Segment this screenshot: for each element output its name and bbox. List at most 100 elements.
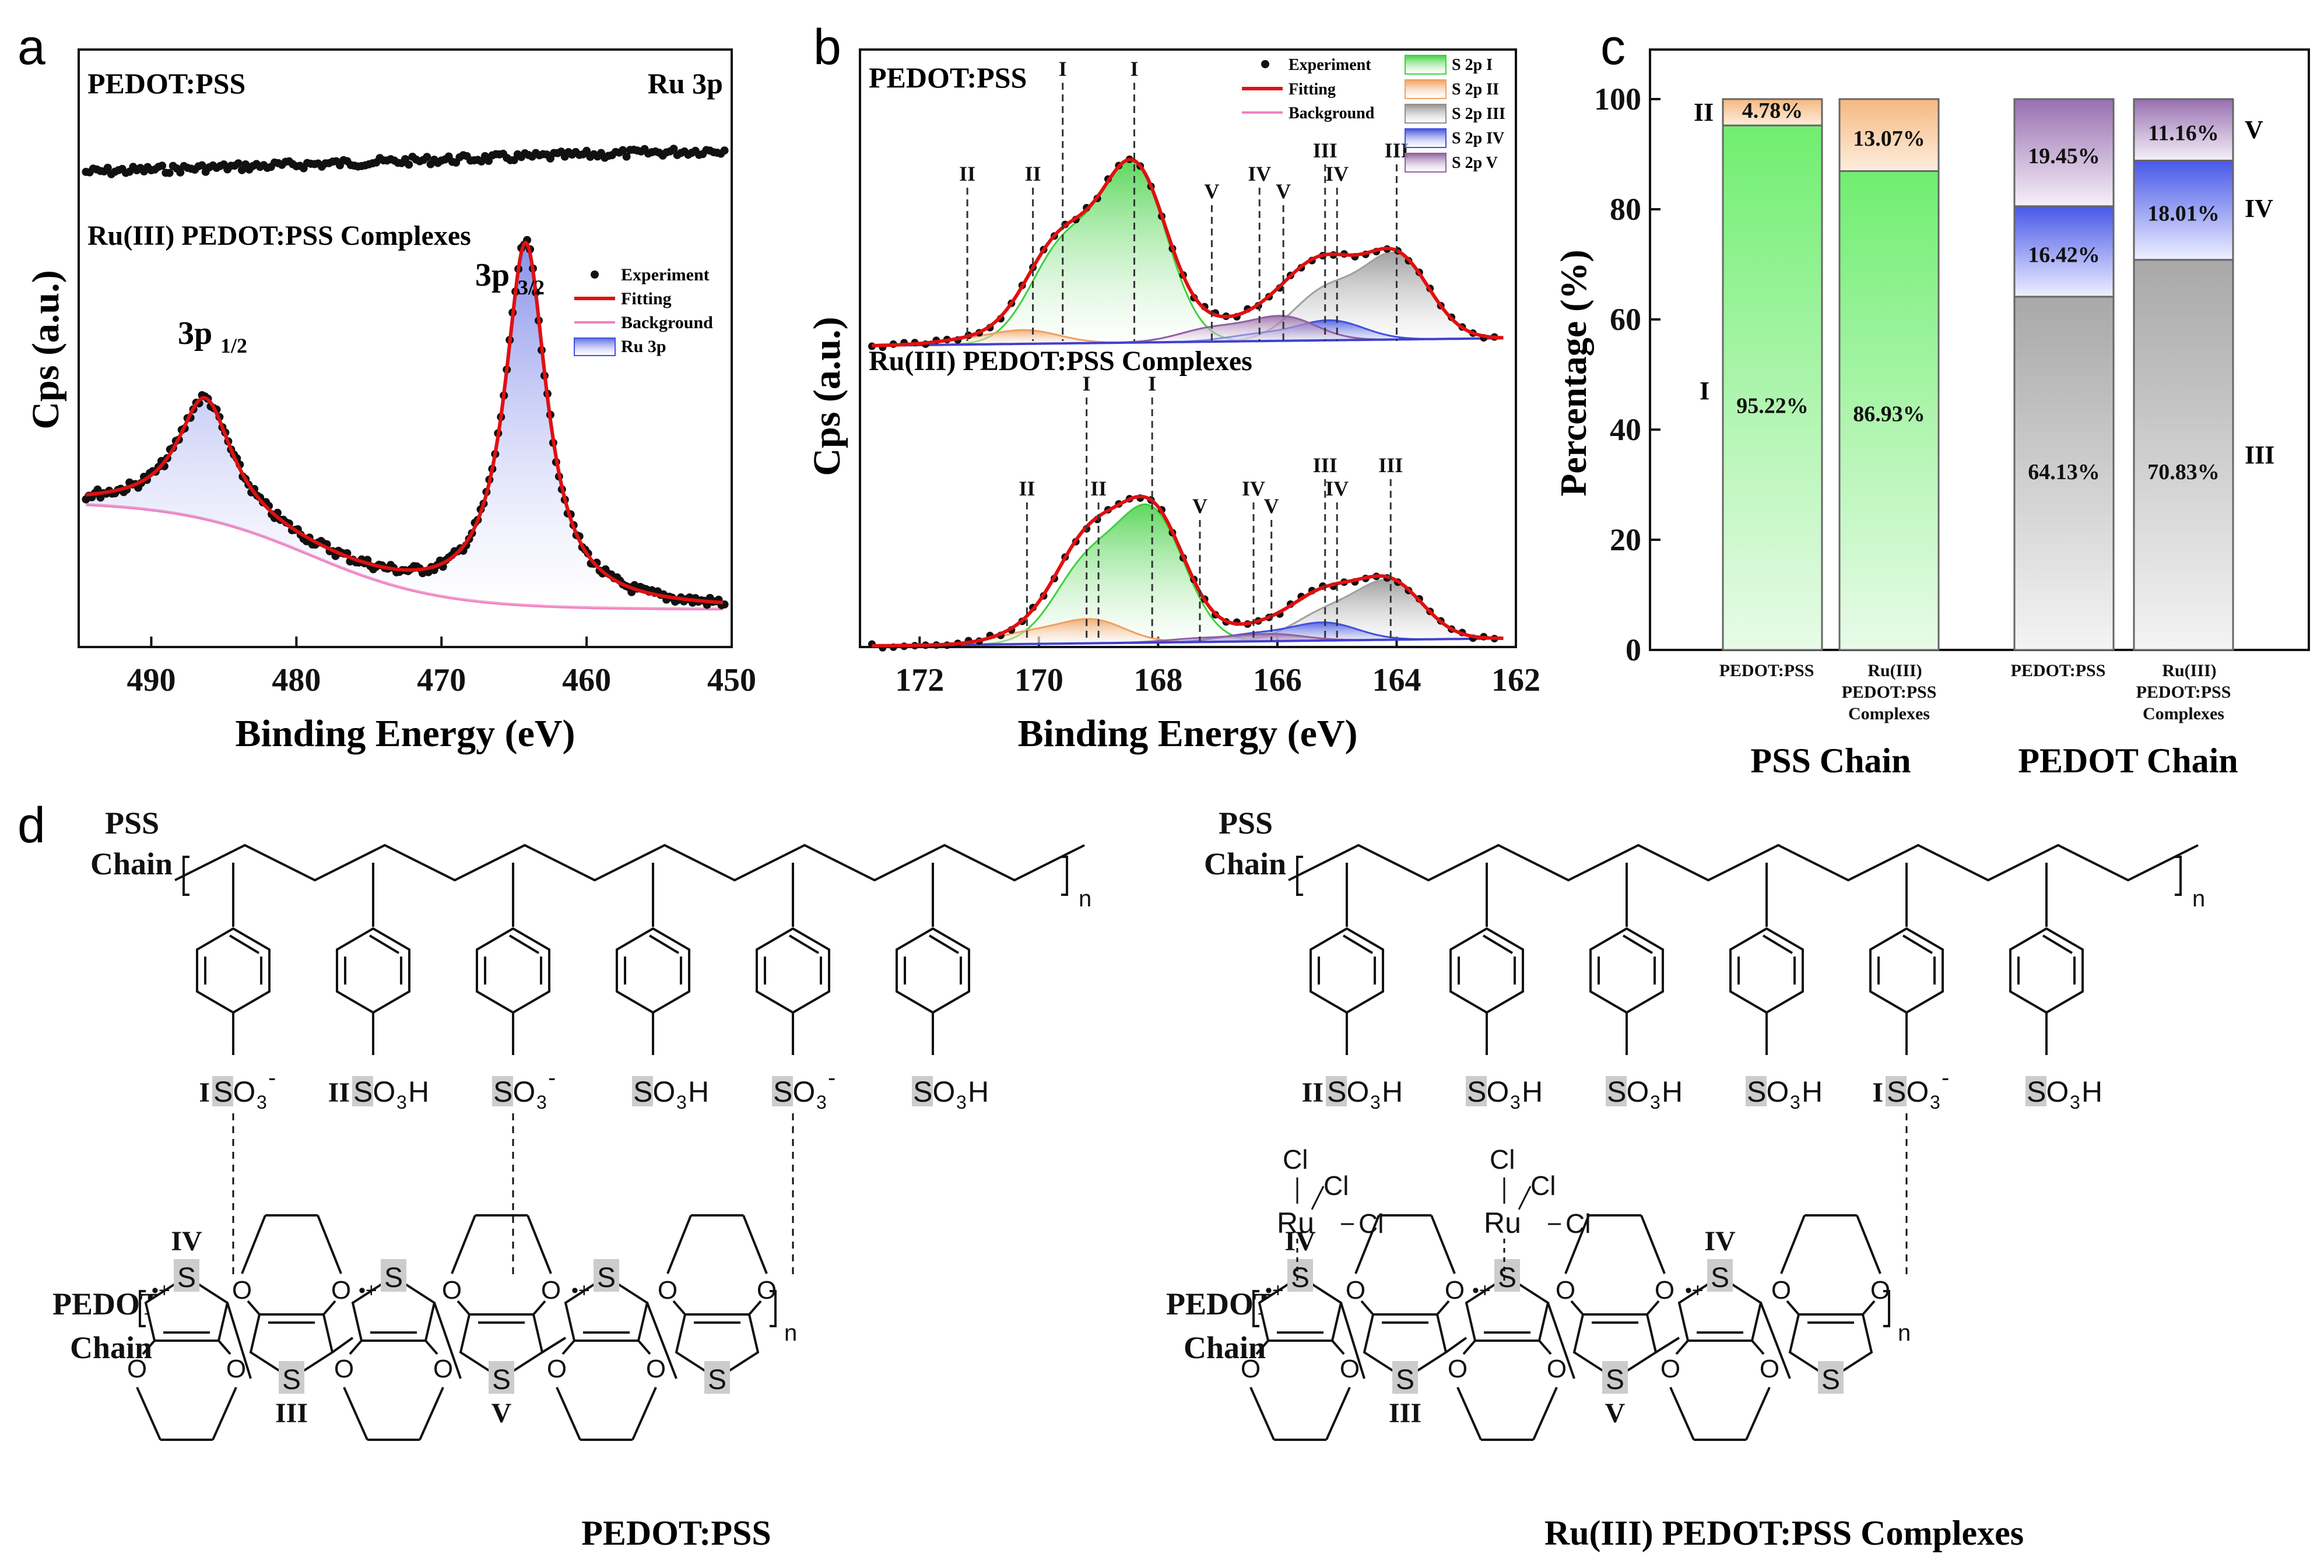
sulfonate-group: SO <box>213 1075 255 1108</box>
a-top-experiment-point <box>405 160 413 169</box>
thiophene-sulfur: S <box>1821 1365 1840 1395</box>
b-bottom-marker-label: V <box>1264 494 1279 518</box>
ring-tag: III <box>275 1398 308 1429</box>
oxygen-atom: O <box>1556 1276 1575 1305</box>
o-c-bond <box>136 1387 162 1440</box>
c-o-bond <box>247 1300 261 1316</box>
panel-b-chart: 172 170 168 166 164 162 Binding Energy (eV) C… <box>806 48 1540 755</box>
c-o-bond <box>217 1340 231 1355</box>
inter-ring-bond <box>1340 1302 1365 1379</box>
pss-bracket-left <box>182 856 189 896</box>
c-o-bond <box>1570 1300 1584 1316</box>
oxygen-atom: O <box>1660 1355 1680 1383</box>
a-x-tick-label: 470 <box>417 662 466 698</box>
o-c-bond <box>666 1215 692 1274</box>
peak-3p32-main: 3p <box>475 257 510 293</box>
sulfur-highlight <box>352 1076 373 1106</box>
thiophene-ring <box>564 1275 649 1342</box>
oxygen-atom: O <box>1445 1276 1465 1305</box>
thiophene-sulfur: S <box>1606 1365 1624 1395</box>
panel-c-frame <box>1649 48 2310 651</box>
b-x-tick-label: 172 <box>895 662 944 698</box>
o-c-bond <box>1325 1387 1351 1440</box>
sulfonate-subscript: 3 <box>1370 1092 1381 1113</box>
a-top-experiment-point <box>582 146 591 155</box>
sulfur-highlight <box>594 1259 619 1292</box>
c-o-bond <box>561 1340 575 1355</box>
sulfonate-subscript: 3 <box>396 1092 407 1113</box>
b-bottom-marker-label: V <box>1192 494 1207 518</box>
panel-d-right-caption: Ru(III) PEDOT:PSS Complexes <box>1544 1514 2024 1552</box>
ring-tag: V <box>1605 1398 1626 1429</box>
ring-tag: III <box>1389 1398 1421 1429</box>
legend-b-s2pIII: S 2p III <box>1452 105 1505 123</box>
panel-b-x-ticks: 172 170 168 166 164 162 <box>895 637 1540 698</box>
panel-c-y-ticks: 0 20 40 60 80 100 <box>1594 82 1660 667</box>
benzene-ring <box>756 927 830 1014</box>
thiophene-sulfur: S <box>282 1365 301 1395</box>
pss-backbone <box>1288 843 2199 882</box>
sulfonate-subscript: 3 <box>2070 1092 2080 1113</box>
panel-c-group-pedot: PEDOT Chain <box>2018 741 2238 780</box>
inter-ring-bond <box>1760 1302 1791 1379</box>
sulfonate-suffix: H <box>968 1075 989 1108</box>
o-c-bond <box>212 1387 237 1440</box>
oxygen-atom: O <box>547 1355 567 1383</box>
pss-chain-label-2: Chain <box>1204 846 1286 881</box>
sulfur-highlight <box>489 1361 514 1394</box>
panel-a-frame <box>78 48 733 648</box>
c-o-bond <box>1436 1300 1450 1316</box>
sulfur-highlight <box>1494 1259 1520 1292</box>
sulfonate-subscript: 3 <box>1650 1092 1660 1113</box>
panel-letter-b: b <box>813 19 841 75</box>
c-bar-segment-V <box>2013 98 2115 208</box>
c-bar-segment-V <box>2133 98 2234 161</box>
b-top-component-I-area <box>872 160 1504 346</box>
a-x-tick-label: 480 <box>272 662 321 698</box>
b-bottom-fitting-line <box>872 494 1504 648</box>
thiophene-sulfur: S <box>384 1263 403 1293</box>
b-bottom-marker-label: III <box>1378 453 1403 477</box>
inter-ring-bond <box>1547 1302 1575 1379</box>
c-bar-segment-III <box>2133 259 2234 651</box>
oxygen-atom: O <box>331 1276 351 1305</box>
a-top-experiment-point <box>176 168 185 177</box>
panel-c-side-V: V <box>2245 115 2263 144</box>
peak-3p32-sub: 3/2 <box>518 276 545 299</box>
panel-c-side-I: I <box>1700 377 1709 405</box>
c-bar-value-label: 18.01% <box>2147 202 2220 226</box>
sulfonate-suffix: - <box>268 1065 276 1091</box>
b-top-marker-label: III <box>1313 139 1337 162</box>
panel-c-chart: Percentage (%) 0 20 40 60 80 100 95.22% 4.78% 8… <box>1553 48 2310 780</box>
panel-c-side-IV: IV <box>2245 194 2273 223</box>
b-bottom-marker-label: II <box>1090 477 1107 500</box>
a-top-experiment-point <box>622 152 631 161</box>
panel-a-legend: Experiment Fitting Background Ru 3p <box>574 265 713 356</box>
b-top-marker-label: I <box>1059 57 1067 80</box>
ring-tag: IV <box>1704 1226 1736 1257</box>
inter-ring-bond <box>226 1302 252 1379</box>
o-c-bond <box>556 1387 581 1440</box>
c-category-label-line2: PEDOT:PSS <box>2136 683 2231 702</box>
a-top-experiment-point <box>669 145 678 153</box>
polaron-mark: •+ <box>1265 1279 1284 1302</box>
c-o-bond <box>1255 1340 1269 1355</box>
c-o-bond <box>349 1340 363 1355</box>
c-o-bond <box>1862 1300 1876 1316</box>
panel-a-xlabel: Binding Energy (eV) <box>235 712 575 755</box>
sulfur-highlight <box>1392 1361 1418 1394</box>
c-category-label-line2: PEDOT:PSS <box>1842 683 1937 702</box>
c-category-label-line3: Complexes <box>1848 704 1930 723</box>
sulfur-highlight <box>1326 1076 1347 1106</box>
oxygen-atom: O <box>226 1355 246 1383</box>
b-bottom-background-line <box>872 637 1504 647</box>
oxygen-atom: O <box>433 1355 453 1383</box>
c-bar-value-label: 86.93% <box>1853 402 1925 426</box>
oxygen-atom: O <box>646 1355 666 1383</box>
legend-b-s2pII-swatch <box>1405 79 1447 99</box>
pss-chain-label-1: PSS <box>1219 806 1273 841</box>
c-bar-value-label: 95.22% <box>1736 394 1809 419</box>
legend-b-experiment: Experiment <box>1289 56 1371 74</box>
ru-cl-bond <box>1311 1186 1325 1210</box>
